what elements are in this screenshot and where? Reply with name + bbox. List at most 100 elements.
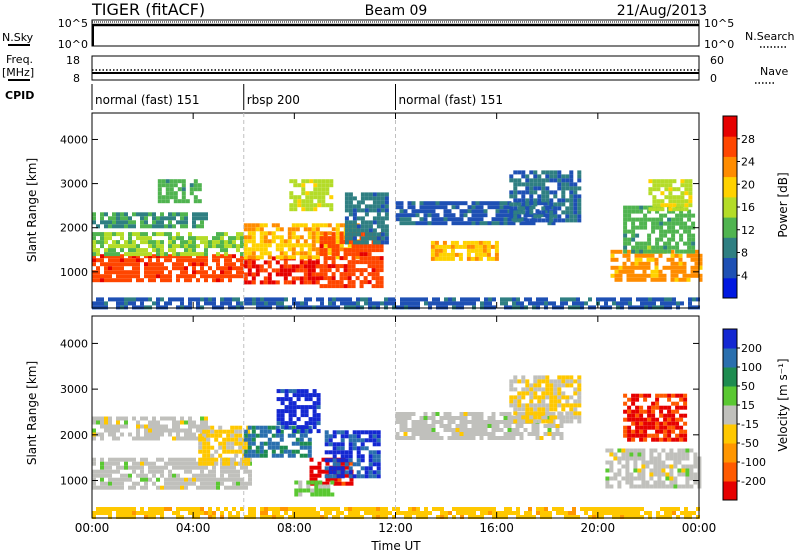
scatter-cell [652, 297, 656, 302]
scatter-cell [470, 248, 475, 253]
scatter-cell [260, 515, 264, 519]
scatter-cell [300, 425, 305, 430]
scatter-cell [120, 262, 124, 267]
scatter-cell [236, 469, 240, 474]
scatter-cell [371, 244, 376, 249]
scatter-cell [649, 460, 654, 465]
scatter-cell [291, 433, 296, 438]
scatter-cell [676, 199, 681, 204]
scatter-cell [140, 461, 144, 466]
scatter-cell [380, 196, 385, 201]
scatter-cell [335, 255, 340, 260]
scatter-cell [684, 187, 689, 192]
scatter-cell [668, 191, 673, 196]
scatter-cell [633, 484, 638, 489]
scatter-cell [116, 420, 120, 425]
scatter-cell [275, 255, 280, 260]
scatter-cell [572, 511, 576, 515]
scatter-cell [698, 265, 703, 270]
scatter-cell [543, 201, 548, 206]
scatter-cell [352, 438, 357, 443]
scatter-cell [671, 225, 676, 230]
scatter-cell [565, 403, 570, 408]
scatter-cell [248, 511, 252, 515]
scatter-cell [156, 254, 160, 259]
scatter-cell [228, 477, 232, 482]
scatter-cell [232, 477, 236, 482]
scatter-cell [216, 232, 220, 237]
scatter-cell [375, 268, 380, 273]
scatter-cell [348, 208, 353, 213]
scatter-cell [220, 473, 224, 478]
scatter-cell [660, 191, 665, 196]
scatter-cell [494, 244, 499, 249]
scatter-cell [309, 465, 314, 470]
scatter-cell [677, 484, 682, 489]
scatter-cell [180, 461, 184, 466]
scatter-cell [384, 212, 389, 217]
scatter-cell [108, 511, 112, 515]
scatter-cell [180, 301, 184, 306]
scatter-cell [259, 268, 264, 273]
scatter-cell [600, 515, 604, 519]
scatter-cell [344, 301, 348, 306]
scatter-cell [644, 301, 648, 306]
scatter-cell [345, 465, 350, 470]
scatter-cell [255, 247, 260, 252]
scatter-cell [108, 457, 112, 462]
scatter-cell [647, 237, 652, 242]
scatter-cell [302, 488, 307, 493]
scatter-cell [267, 276, 272, 281]
scatter-cell [303, 239, 308, 244]
scatter-cell [136, 432, 140, 437]
scatter-cell [298, 492, 303, 497]
scatter-cell [296, 425, 301, 430]
scatter-cell [328, 442, 333, 447]
scatter-cell [349, 477, 354, 482]
scatter-cell [507, 217, 512, 222]
scatter-cell [533, 403, 538, 408]
scatter-cell [375, 284, 380, 289]
scatter-cell [184, 254, 188, 259]
scatter-cell [140, 216, 144, 221]
y-tick-label: 4000 [60, 337, 88, 350]
scatter-cell [627, 409, 632, 414]
scatter-cell [108, 244, 112, 249]
scatter-cell [683, 225, 688, 230]
scatter-cell [629, 476, 634, 481]
scatter-cell [504, 301, 508, 306]
scatter-cell [557, 170, 562, 175]
scatter-cell [256, 301, 260, 306]
scatter-cell [228, 305, 232, 310]
nsky-startup-mark [92, 26, 94, 46]
scatter-cell [228, 469, 232, 474]
scatter-cell [156, 262, 160, 267]
scatter-cell [531, 432, 536, 436]
scatter-cell [436, 305, 440, 310]
scatter-cell [288, 405, 293, 410]
scatter-cell [435, 213, 440, 218]
colorbar-segment [723, 217, 737, 238]
scatter-cell [395, 432, 400, 436]
scatter-cell [436, 515, 440, 519]
scatter-cell [659, 437, 664, 442]
scatter-cell [172, 461, 176, 466]
scatter-cell [224, 254, 228, 259]
scatter-cell [626, 277, 631, 282]
scatter-cell [140, 224, 144, 229]
scatter-cell [545, 178, 550, 183]
scatter-cell [144, 481, 148, 486]
scatter-cell [388, 511, 392, 515]
scatter-cell [662, 265, 667, 270]
scatter-cell [648, 515, 652, 519]
scatter-cell [652, 305, 656, 310]
scatter-cell [148, 432, 152, 437]
scatter-cell [316, 405, 321, 410]
scatter-cell [557, 383, 562, 388]
scatter-cell [320, 301, 324, 306]
scatter-cell [565, 419, 570, 424]
scatter-cell [479, 213, 484, 218]
scatter-cell [168, 254, 172, 259]
scatter-cell [677, 460, 682, 465]
scatter-cell [659, 245, 664, 250]
